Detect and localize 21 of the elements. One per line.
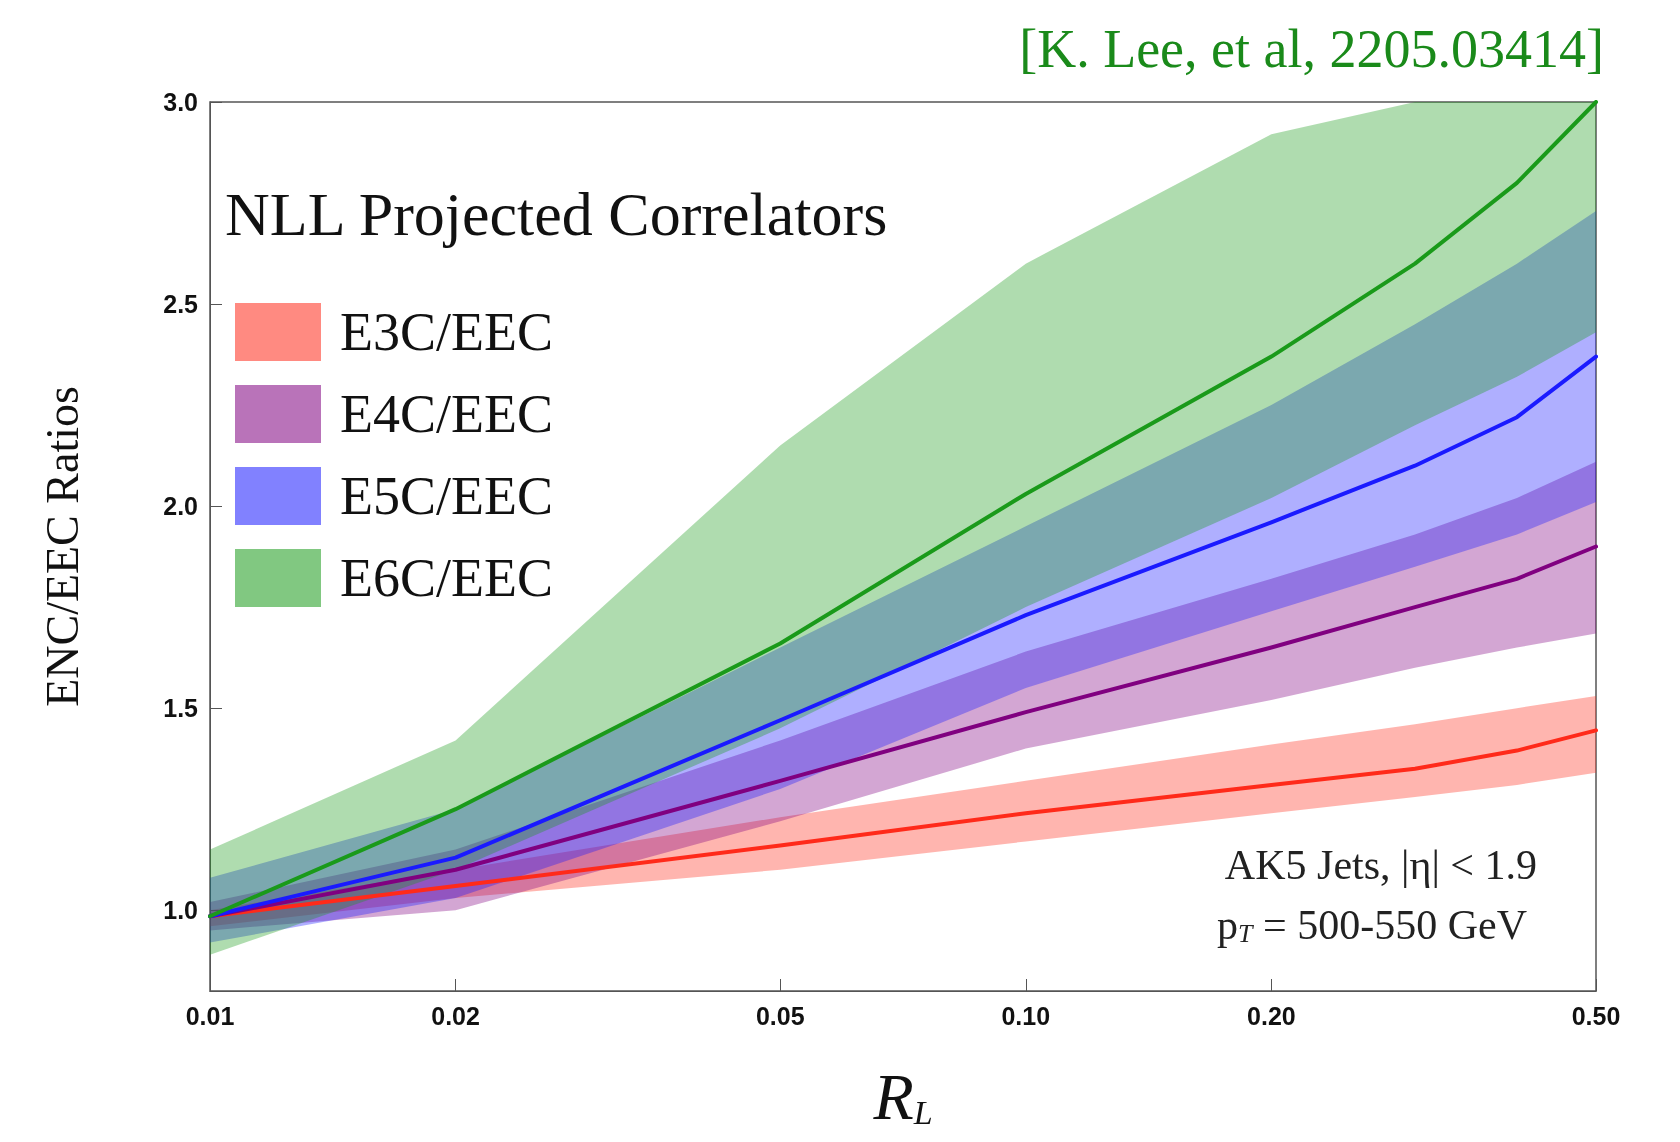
annotation: pT = 500-550 GeV xyxy=(1217,902,1528,948)
y-tick-label: 2.0 xyxy=(163,492,198,521)
y-tick-label: 2.5 xyxy=(163,290,199,319)
legend-label: E5C/EEC xyxy=(340,466,553,526)
legend-label: E3C/EEC xyxy=(340,302,553,362)
x-tick-label: 0.01 xyxy=(185,1001,235,1030)
annotation: AK5 Jets, |η| < 1.9 xyxy=(1224,842,1538,888)
y-axis-title: ENC/EEC Ratios xyxy=(36,386,88,707)
text: [K. Lee, et al, 2205.03414] xyxy=(1019,19,1604,79)
text: NLL Projected Correlators xyxy=(225,180,888,248)
x-tick-label: 0.10 xyxy=(1001,1001,1051,1030)
x-tick-label: 0.05 xyxy=(755,1001,805,1030)
y-tick-label: 1.0 xyxy=(163,896,198,925)
legend-label: E6C/EEC xyxy=(340,548,553,608)
legend-label: E4C/EEC xyxy=(340,384,553,444)
y-tick-label: 1.5 xyxy=(163,694,199,723)
x-tick-label: 0.02 xyxy=(431,1001,480,1030)
x-tick-label: 0.20 xyxy=(1247,1001,1296,1030)
x-axis-title: RL xyxy=(872,1059,933,1133)
x-tick-label: 0.50 xyxy=(1571,1001,1621,1030)
y-tick-label: 3.0 xyxy=(163,88,198,116)
